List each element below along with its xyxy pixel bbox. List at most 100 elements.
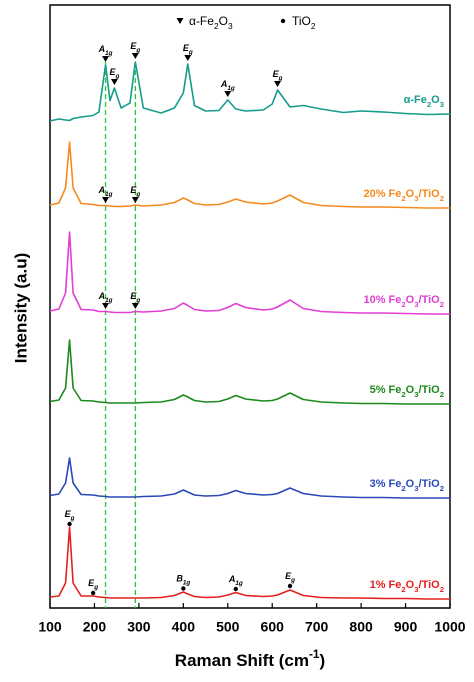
text-part: g — [135, 297, 140, 304]
text-part: 2 — [440, 300, 444, 309]
text-part: 1g — [235, 580, 243, 587]
text-part: /TiO — [419, 478, 441, 490]
annotation-label: Eg — [285, 571, 295, 584]
text-part: 2 — [427, 100, 431, 109]
text-part: g — [135, 191, 140, 198]
x-tick-label: 800 — [349, 619, 373, 635]
text-part: g — [278, 75, 283, 82]
annotation-label: Eg — [88, 578, 98, 591]
text-part: 2 — [440, 390, 444, 399]
annotation-label: A1g — [228, 574, 243, 587]
legend-symbol — [176, 18, 184, 24]
text-part: α-Fe — [189, 14, 214, 28]
text-part: 2 — [401, 585, 405, 594]
series-label: 5% Fe2O3/TiO2 — [370, 384, 444, 399]
text-part: O — [406, 384, 415, 396]
text-part: Raman Shift (cm — [175, 651, 309, 670]
text-part: 1g — [183, 580, 191, 587]
text-part: g — [135, 47, 140, 54]
annotation-marker — [287, 583, 293, 589]
x-tick-label: 700 — [305, 619, 329, 635]
annotation-marker — [131, 53, 139, 59]
text-part: O — [219, 14, 228, 28]
text-part: 3 — [228, 21, 233, 31]
text-part: 2 — [401, 390, 405, 399]
x-tick-label: 500 — [216, 619, 240, 635]
annotation-marker — [102, 197, 110, 203]
text-part: O — [406, 478, 415, 490]
series-label: 1% Fe2O3/TiO2 — [370, 579, 444, 594]
text-part: 2 — [440, 585, 444, 594]
text-part: g — [70, 515, 75, 522]
text-part: 2 — [440, 194, 444, 203]
text-part: O — [406, 579, 415, 591]
annotation-label: Eg — [130, 185, 140, 198]
text-part: 3 — [440, 100, 444, 109]
series-line — [49, 231, 450, 315]
text-part: 3 — [414, 585, 418, 594]
annotation-marker — [181, 586, 186, 591]
text-part: -1 — [309, 647, 320, 661]
annotation-label: Eg — [110, 67, 120, 80]
text-part: 3 — [414, 390, 418, 399]
text-part: /TiO — [419, 188, 441, 200]
series-label: 3% Fe2O3/TiO2 — [370, 478, 444, 493]
text-part: 2 — [401, 484, 405, 493]
annotation-marker — [274, 81, 282, 87]
text-part: O — [406, 188, 415, 200]
text-part: g — [290, 577, 295, 584]
text-part: E — [110, 67, 117, 77]
text-part: A — [98, 185, 106, 195]
text-part: A — [220, 79, 228, 89]
x-tick-label: 200 — [83, 619, 107, 635]
annotation-marker — [90, 590, 96, 596]
x-tick-label: 900 — [394, 619, 418, 635]
annotation-label: A1g — [220, 79, 235, 92]
annotation-marker — [102, 56, 110, 62]
text-part: TiO — [292, 14, 311, 28]
text-part: A — [228, 574, 236, 584]
text-part: 1g — [105, 191, 113, 198]
annotation-marker — [102, 303, 110, 309]
annotation-label: Eg — [130, 291, 140, 304]
series-line — [49, 457, 450, 499]
annotation-label: Eg — [130, 41, 140, 54]
text-part: B — [176, 574, 183, 584]
text-part: E — [130, 291, 137, 301]
text-part: 3% Fe — [370, 478, 402, 490]
annotation-marker — [67, 521, 72, 527]
y-axis-title: Intensity (a.u) — [11, 253, 30, 364]
series-label: α-Fe2O3 — [404, 94, 444, 109]
text-part: 1g — [105, 297, 113, 304]
text-part: g — [115, 73, 120, 80]
annotation-label: A1g — [98, 291, 113, 304]
annotation-marker — [110, 79, 118, 85]
text-part: 1% Fe — [370, 579, 402, 591]
annotation-marker — [131, 303, 139, 309]
text-part: 10% Fe — [363, 294, 401, 306]
text-part: 3 — [414, 484, 418, 493]
x-tick-label: 100 — [38, 619, 62, 635]
text-part: A — [98, 291, 106, 301]
text-part: E — [273, 69, 280, 79]
annotation-label: A1g — [98, 44, 113, 57]
text-part: A — [98, 44, 106, 54]
text-part: E — [88, 578, 95, 588]
text-part: 2 — [440, 484, 444, 493]
annotation-label: A1g — [98, 185, 113, 198]
text-part: 3 — [414, 194, 418, 203]
annotation-label: Eg — [273, 69, 283, 82]
text-part: 2 — [311, 21, 316, 31]
annotation-marker — [131, 197, 139, 203]
series-label: 20% Fe2O3/TiO2 — [363, 188, 444, 203]
text-part: E — [130, 41, 137, 51]
series-line — [49, 339, 450, 405]
x-tick-label: 400 — [172, 619, 196, 635]
text-part: g — [188, 49, 193, 56]
text-part: 5% Fe — [370, 384, 402, 396]
text-part: g — [93, 584, 98, 591]
text-part: ) — [320, 651, 326, 670]
legend-label: α-Fe2O3 — [189, 14, 233, 31]
text-part: 2 — [214, 21, 219, 31]
